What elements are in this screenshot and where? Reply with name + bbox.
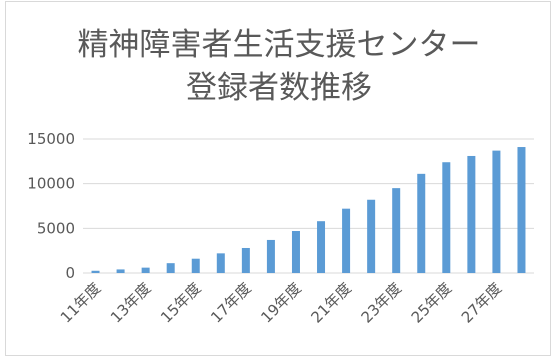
bar-21年度 <box>342 208 351 273</box>
bar-22年度 <box>367 199 376 273</box>
bar-19年度 <box>291 231 300 273</box>
x-tick-label: 17年度 <box>207 279 254 326</box>
y-axis-ticks: 0 5000 10000 15000 <box>27 130 75 282</box>
x-tick-label: 15年度 <box>157 279 204 326</box>
bar-15年度 <box>191 258 200 273</box>
chart-title-line-1: 精神障害者生活支援センター <box>77 27 481 63</box>
x-tick-label: 21年度 <box>307 279 354 326</box>
bar-14年度 <box>166 263 175 273</box>
bar-26年度 <box>467 155 476 273</box>
bar-25年度 <box>442 162 451 273</box>
x-tick-label: 25年度 <box>408 279 455 326</box>
gridlines <box>83 138 534 274</box>
bar-20年度 <box>317 221 326 273</box>
chart-title-line-2: 登録者数推移 <box>186 70 372 106</box>
bar-24年度 <box>417 173 426 273</box>
bar-12年度 <box>116 269 125 273</box>
chart-frame: 精神障害者生活支援センター 登録者数推移 0 5000 10000 15000 11年… <box>5 1 551 356</box>
x-tick-label: 19年度 <box>257 279 304 326</box>
y-tick-label: 15000 <box>27 130 75 148</box>
y-tick-label: 0 <box>65 264 75 282</box>
y-tick-label: 5000 <box>37 219 75 237</box>
x-axis-ticks: 11年度 13年度 15年度 17年度 19年度 21年度 23年度 25年度 27年度 <box>57 279 505 326</box>
bar-27年度 <box>492 150 501 273</box>
bar-18年度 <box>266 239 275 273</box>
bar-17年度 <box>241 247 250 273</box>
bar-23年度 <box>392 188 401 273</box>
bar-16年度 <box>216 253 225 273</box>
bar-13年度 <box>141 267 150 273</box>
bar-chart-plot: 0 5000 10000 15000 11年度 13年度 15年度 17年度 19年度 21年度… <box>27 130 534 327</box>
y-tick-label: 10000 <box>27 175 75 193</box>
bars <box>91 147 526 273</box>
x-tick-label: 23年度 <box>358 279 405 326</box>
chart-title: 精神障害者生活支援センター 登録者数推移 <box>6 24 552 110</box>
x-tick-label: 27年度 <box>458 279 505 326</box>
x-tick-label: 13年度 <box>107 279 154 326</box>
bar-28年度 <box>517 147 526 273</box>
bar-11年度 <box>91 270 100 273</box>
x-tick-label: 11年度 <box>57 279 104 326</box>
